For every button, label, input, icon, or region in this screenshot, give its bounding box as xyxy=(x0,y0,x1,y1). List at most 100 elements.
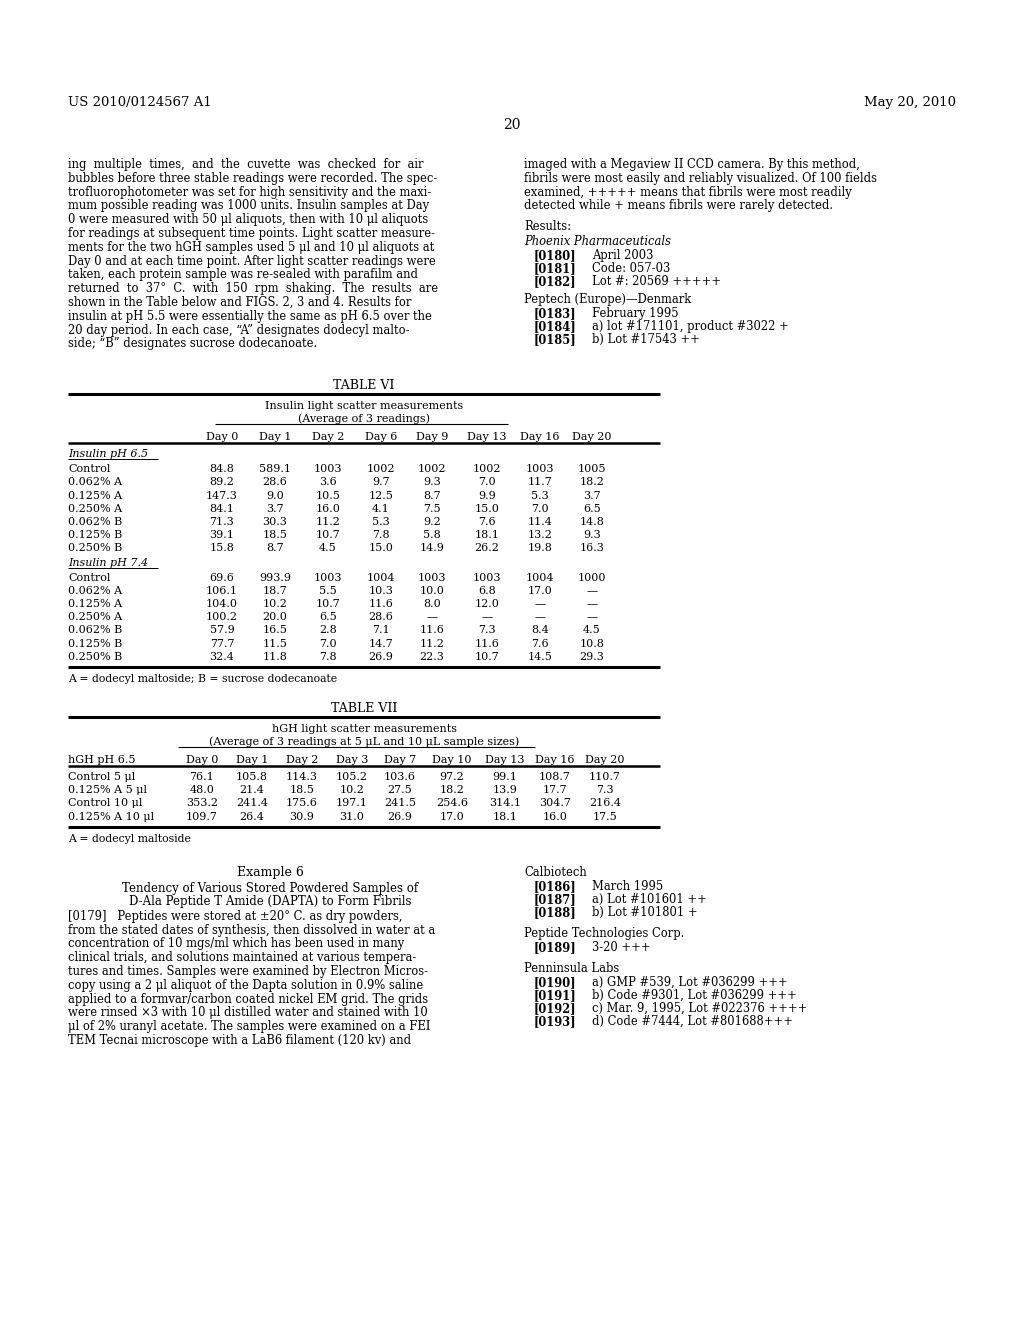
Text: Insulin pH 7.4: Insulin pH 7.4 xyxy=(68,557,148,568)
Text: 104.0: 104.0 xyxy=(206,599,238,609)
Text: (Average of 3 readings at 5 μL and 10 μL sample sizes): (Average of 3 readings at 5 μL and 10 μL… xyxy=(209,737,519,747)
Text: [0179]   Peptides were stored at ±20° C. as dry powders,: [0179] Peptides were stored at ±20° C. a… xyxy=(68,909,402,923)
Text: 1003: 1003 xyxy=(313,573,342,582)
Text: 20: 20 xyxy=(503,117,521,132)
Text: [0181]: [0181] xyxy=(534,263,577,275)
Text: ing  multiple  times,  and  the  cuvette  was  checked  for  air: ing multiple times, and the cuvette was … xyxy=(68,158,424,172)
Text: 69.6: 69.6 xyxy=(210,573,234,582)
Text: 0.062% B: 0.062% B xyxy=(68,517,122,527)
Text: 20.0: 20.0 xyxy=(262,612,288,622)
Text: 0.250% B: 0.250% B xyxy=(68,544,122,553)
Text: 7.0: 7.0 xyxy=(319,639,337,648)
Text: [0189]: [0189] xyxy=(534,941,577,954)
Text: March 1995: March 1995 xyxy=(592,880,664,892)
Text: 7.6: 7.6 xyxy=(531,639,549,648)
Text: 7.3: 7.3 xyxy=(478,626,496,635)
Text: 110.7: 110.7 xyxy=(589,772,621,781)
Text: Day 1: Day 1 xyxy=(259,432,291,442)
Text: hGH light scatter measurements: hGH light scatter measurements xyxy=(271,723,457,734)
Text: [0193]: [0193] xyxy=(534,1015,577,1028)
Text: A = dodecyl maltoside: A = dodecyl maltoside xyxy=(68,834,190,843)
Text: 8.0: 8.0 xyxy=(423,599,441,609)
Text: Peptide Technologies Corp.: Peptide Technologies Corp. xyxy=(524,927,684,940)
Text: 13.2: 13.2 xyxy=(527,531,552,540)
Text: detected while + means fibrils were rarely detected.: detected while + means fibrils were rare… xyxy=(524,199,834,213)
Text: 7.3: 7.3 xyxy=(596,785,613,795)
Text: [0191]: [0191] xyxy=(534,989,577,1002)
Text: —: — xyxy=(587,599,598,609)
Text: 109.7: 109.7 xyxy=(186,812,218,821)
Text: 26.4: 26.4 xyxy=(240,812,264,821)
Text: applied to a formvar/carbon coated nickel EM grid. The grids: applied to a formvar/carbon coated nicke… xyxy=(68,993,428,1006)
Text: 13.9: 13.9 xyxy=(493,785,517,795)
Text: 76.1: 76.1 xyxy=(189,772,214,781)
Text: [0183]: [0183] xyxy=(534,308,577,321)
Text: bubbles before three stable readings were recorded. The spec-: bubbles before three stable readings wer… xyxy=(68,172,437,185)
Text: 241.4: 241.4 xyxy=(236,799,268,808)
Text: Day 9: Day 9 xyxy=(416,432,449,442)
Text: 0.125% A 10 μl: 0.125% A 10 μl xyxy=(68,812,155,821)
Text: 18.5: 18.5 xyxy=(262,531,288,540)
Text: 48.0: 48.0 xyxy=(189,785,214,795)
Text: 97.2: 97.2 xyxy=(439,772,464,781)
Text: 22.3: 22.3 xyxy=(420,652,444,661)
Text: 100.2: 100.2 xyxy=(206,612,238,622)
Text: 10.7: 10.7 xyxy=(315,531,340,540)
Text: 12.0: 12.0 xyxy=(474,599,500,609)
Text: 9.9: 9.9 xyxy=(478,491,496,500)
Text: 3.6: 3.6 xyxy=(319,478,337,487)
Text: 28.6: 28.6 xyxy=(369,612,393,622)
Text: 26.2: 26.2 xyxy=(474,544,500,553)
Text: Day 13: Day 13 xyxy=(467,432,507,442)
Text: 14.9: 14.9 xyxy=(420,544,444,553)
Text: D-Ala Peptide T Amide (DAPTA) to Form Fibrils: D-Ala Peptide T Amide (DAPTA) to Form Fi… xyxy=(129,895,412,908)
Text: 0.125% A: 0.125% A xyxy=(68,599,122,609)
Text: —: — xyxy=(426,612,437,622)
Text: —: — xyxy=(481,612,493,622)
Text: Day 13: Day 13 xyxy=(485,755,524,766)
Text: Tendency of Various Stored Powdered Samples of: Tendency of Various Stored Powdered Samp… xyxy=(122,882,418,895)
Text: TEM Tecnai microscope with a LaB6 filament (120 kv) and: TEM Tecnai microscope with a LaB6 filame… xyxy=(68,1034,411,1047)
Text: d) Code #7444, Lot #801688+++: d) Code #7444, Lot #801688+++ xyxy=(592,1015,793,1028)
Text: 99.1: 99.1 xyxy=(493,772,517,781)
Text: 103.6: 103.6 xyxy=(384,772,416,781)
Text: 353.2: 353.2 xyxy=(186,799,218,808)
Text: 0.250% A: 0.250% A xyxy=(68,612,122,622)
Text: 11.4: 11.4 xyxy=(527,517,552,527)
Text: 7.8: 7.8 xyxy=(372,531,390,540)
Text: taken, each protein sample was re-sealed with parafilm and: taken, each protein sample was re-sealed… xyxy=(68,268,418,281)
Text: 175.6: 175.6 xyxy=(286,799,317,808)
Text: examined, +++++ means that fibrils were most readily: examined, +++++ means that fibrils were … xyxy=(524,186,852,198)
Text: a) lot #171101, product #3022 +: a) lot #171101, product #3022 + xyxy=(592,321,788,333)
Text: Results:: Results: xyxy=(524,220,571,234)
Text: Penninsula Labs: Penninsula Labs xyxy=(524,962,620,974)
Text: 3.7: 3.7 xyxy=(266,504,284,513)
Text: 11.8: 11.8 xyxy=(262,652,288,661)
Text: 14.5: 14.5 xyxy=(527,652,552,661)
Text: Day 0: Day 0 xyxy=(206,432,239,442)
Text: A = dodecyl maltoside; B = sucrose dodecanoate: A = dodecyl maltoside; B = sucrose dodec… xyxy=(68,675,337,684)
Text: 77.7: 77.7 xyxy=(210,639,234,648)
Text: 0 were measured with 50 μl aliquots, then with 10 μl aliquots: 0 were measured with 50 μl aliquots, the… xyxy=(68,214,428,226)
Text: [0192]: [0192] xyxy=(534,1002,577,1015)
Text: 6.8: 6.8 xyxy=(478,586,496,595)
Text: for readings at subsequent time points. Light scatter measure-: for readings at subsequent time points. … xyxy=(68,227,435,240)
Text: Peptech (Europe)—Denmark: Peptech (Europe)—Denmark xyxy=(524,293,691,306)
Text: 9.0: 9.0 xyxy=(266,491,284,500)
Text: 10.2: 10.2 xyxy=(340,785,365,795)
Text: 5.3: 5.3 xyxy=(372,517,390,527)
Text: 17.0: 17.0 xyxy=(439,812,464,821)
Text: clinical trials, and solutions maintained at various tempera-: clinical trials, and solutions maintaine… xyxy=(68,952,416,964)
Text: 18.1: 18.1 xyxy=(474,531,500,540)
Text: μl of 2% uranyl acetate. The samples were examined on a FEI: μl of 2% uranyl acetate. The samples wer… xyxy=(68,1020,430,1034)
Text: Example 6: Example 6 xyxy=(237,866,303,879)
Text: Insulin light scatter measurements: Insulin light scatter measurements xyxy=(265,401,463,412)
Text: copy using a 2 μl aliquot of the Dapta solution in 0.9% saline: copy using a 2 μl aliquot of the Dapta s… xyxy=(68,979,423,991)
Text: 18.2: 18.2 xyxy=(580,478,604,487)
Text: 39.1: 39.1 xyxy=(210,531,234,540)
Text: [0182]: [0182] xyxy=(534,275,577,288)
Text: 0.125% A 5 μl: 0.125% A 5 μl xyxy=(68,785,147,795)
Text: 29.3: 29.3 xyxy=(580,652,604,661)
Text: 8.7: 8.7 xyxy=(266,544,284,553)
Text: Day 6: Day 6 xyxy=(365,432,397,442)
